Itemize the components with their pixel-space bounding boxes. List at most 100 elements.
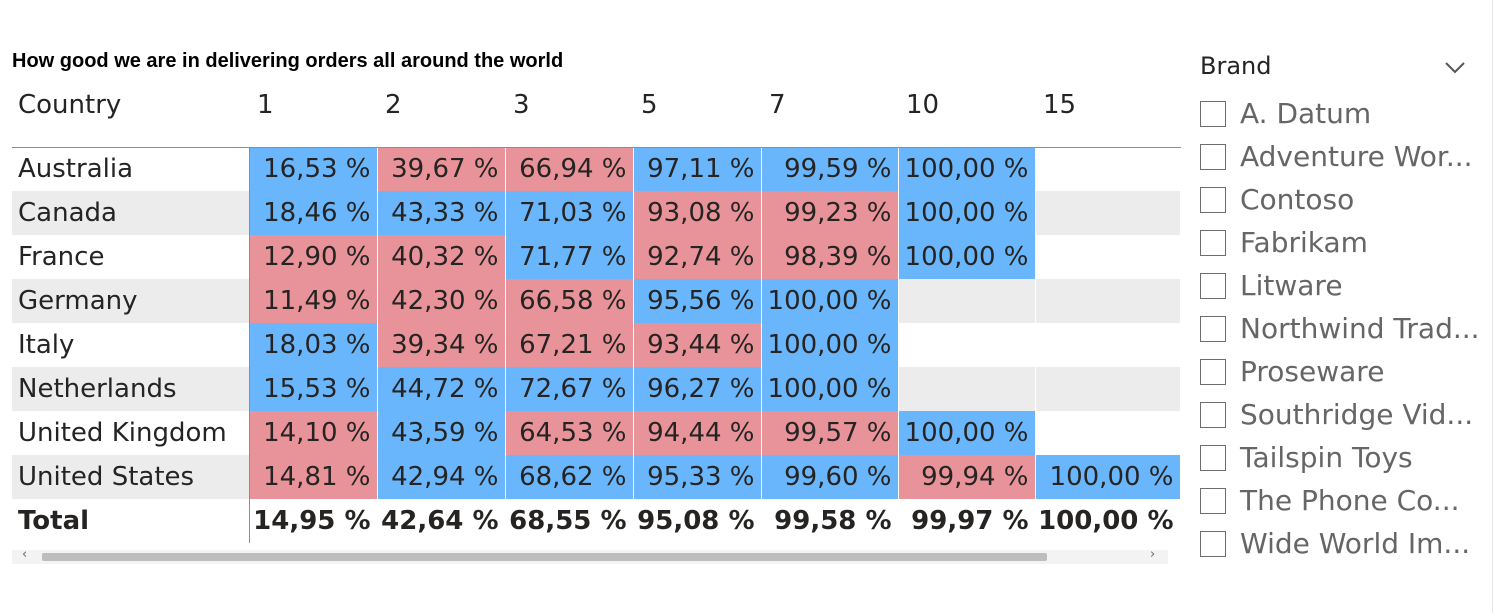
column-header[interactable]: 7 <box>761 84 898 148</box>
table-row: France 12,90 % 40,32 % 71,77 % 92,74 % 98,39 … <box>12 235 1181 279</box>
total-cell: 99,58 % <box>761 499 899 543</box>
total-cell: 100,00 % <box>1035 499 1181 543</box>
table-cell: 66,94 % <box>505 147 634 191</box>
slicer-item[interactable]: Adventure Wor... <box>1200 135 1480 178</box>
slicer-item-label: Adventure Wor... <box>1240 140 1473 173</box>
table-cell: 39,34 % <box>377 323 506 367</box>
table-cell: 100,00 % <box>898 147 1036 191</box>
slicer-item[interactable]: Contoso <box>1200 178 1480 221</box>
row-label-country: United Kingdom <box>12 411 250 455</box>
scroll-left-icon[interactable]: ‹ <box>22 547 28 562</box>
column-header[interactable]: 5 <box>633 84 761 148</box>
row-label-country: Australia <box>12 147 250 191</box>
checkbox[interactable] <box>1200 358 1226 385</box>
checkbox[interactable] <box>1200 186 1226 213</box>
table-row: Netherlands 15,53 % 44,72 % 72,67 % 96,27 % 1… <box>12 367 1181 411</box>
table-cell: 71,77 % <box>505 235 634 279</box>
table-cell: 40,32 % <box>377 235 506 279</box>
table-cell: 94,44 % <box>633 411 762 455</box>
table-cell: 43,59 % <box>377 411 506 455</box>
checkbox[interactable] <box>1200 100 1226 127</box>
slicer-item[interactable]: Northwind Trad... <box>1200 307 1480 350</box>
row-label-country: Canada <box>12 191 250 235</box>
table-cell: 66,58 % <box>505 279 634 323</box>
chevron-down-icon[interactable] <box>1444 56 1466 78</box>
slicer-item[interactable]: Fabrikam <box>1200 221 1480 264</box>
table-cell: 96,27 % <box>633 367 762 411</box>
slicer-item[interactable]: Litware <box>1200 264 1480 307</box>
row-header-country[interactable]: Country <box>12 84 249 148</box>
column-header[interactable]: 15 <box>1035 84 1180 148</box>
checkbox[interactable] <box>1200 272 1226 299</box>
column-header[interactable]: 1 <box>249 84 377 148</box>
slicer-title: Brand <box>1200 52 1272 80</box>
slicer-item[interactable]: Wide World Im... <box>1200 522 1480 565</box>
row-label-country: France <box>12 235 250 279</box>
total-row: Total 14,95 % 42,64 % 68,55 % 95,08 % 99,58 %… <box>12 499 1181 543</box>
slicer-item-label: The Phone Co... <box>1240 484 1460 517</box>
table-row: Canada 18,46 % 43,33 % 71,03 % 93,08 % 99,23 … <box>12 191 1181 235</box>
table-cell: 99,57 % <box>761 411 899 455</box>
table-cell: 100,00 % <box>761 323 899 367</box>
table-cell: 93,44 % <box>633 323 762 367</box>
checkbox[interactable] <box>1200 444 1226 471</box>
matrix-body: Australia 16,53 % 39,67 % 66,94 % 97,11 % 99,… <box>12 147 1181 543</box>
table-cell: 95,56 % <box>633 279 762 323</box>
horizontal-scrollbar[interactable]: ‹ › <box>12 547 1168 564</box>
table-cell: 100,00 % <box>761 367 899 411</box>
scrollbar-thumb[interactable] <box>42 553 1047 561</box>
table-cell: 99,23 % <box>761 191 899 235</box>
checkbox[interactable] <box>1200 401 1226 428</box>
table-cell: 100,00 % <box>898 235 1036 279</box>
table-cell: 44,72 % <box>377 367 506 411</box>
table-row: Italy 18,03 % 39,34 % 67,21 % 93,44 % 100,00 … <box>12 323 1181 367</box>
table-cell: 100,00 % <box>1035 455 1181 499</box>
table-row: United Kingdom 14,10 % 43,59 % 64,53 % 94,44… <box>12 411 1181 455</box>
slicer-item-label: Northwind Trad... <box>1240 312 1480 345</box>
delivery-matrix: Country 1 2 3 5 7 10 15 Australia 16,53 % 39,67 … <box>12 84 1181 543</box>
table-cell: 11,49 % <box>249 279 378 323</box>
slicer-item[interactable]: Southridge Vid... <box>1200 393 1480 436</box>
slicer-item[interactable]: Proseware <box>1200 350 1480 393</box>
table-cell: 71,03 % <box>505 191 634 235</box>
table-cell: 97,11 % <box>633 147 762 191</box>
checkbox[interactable] <box>1200 315 1226 342</box>
slicer-item-label: Fabrikam <box>1240 226 1368 259</box>
checkbox[interactable] <box>1200 229 1226 256</box>
scroll-right-icon[interactable]: › <box>1150 547 1156 562</box>
row-label-country: Germany <box>12 279 250 323</box>
table-cell: 72,67 % <box>505 367 634 411</box>
table-cell-empty <box>1035 411 1181 455</box>
table-cell-empty <box>898 323 1036 367</box>
slicer-item-label: Proseware <box>1240 355 1385 388</box>
column-header[interactable]: 2 <box>377 84 505 148</box>
column-header[interactable]: 10 <box>898 84 1035 148</box>
checkbox[interactable] <box>1200 143 1226 170</box>
table-cell-empty <box>1035 147 1181 191</box>
table-row: United States 14,81 % 42,94 % 68,62 % 95,33 … <box>12 455 1181 499</box>
table-cell: 18,03 % <box>249 323 378 367</box>
slicer-item[interactable]: The Phone Co... <box>1200 479 1480 522</box>
table-cell: 15,53 % <box>249 367 378 411</box>
slicer-item[interactable]: Tailspin Toys <box>1200 436 1480 479</box>
slicer-header[interactable]: Brand <box>1200 52 1480 86</box>
matrix-title: How good we are in delivering orders all… <box>12 50 564 72</box>
table-cell-empty <box>1035 279 1181 323</box>
table-row: Germany 11,49 % 42,30 % 66,58 % 95,56 % 100,0… <box>12 279 1181 323</box>
slicer-item[interactable]: A. Datum <box>1200 92 1480 135</box>
table-cell-empty <box>1035 191 1181 235</box>
table-cell: 98,39 % <box>761 235 899 279</box>
checkbox[interactable] <box>1200 530 1226 557</box>
slicer-item-label: Southridge Vid... <box>1240 398 1474 431</box>
table-cell: 67,21 % <box>505 323 634 367</box>
table-cell: 100,00 % <box>898 191 1036 235</box>
column-header[interactable]: 3 <box>505 84 633 148</box>
checkbox[interactable] <box>1200 487 1226 514</box>
table-cell: 43,33 % <box>377 191 506 235</box>
table-cell: 99,59 % <box>761 147 899 191</box>
table-cell-empty <box>898 279 1036 323</box>
table-cell: 14,10 % <box>249 411 378 455</box>
matrix-header-row: Country 1 2 3 5 7 10 15 <box>12 84 1180 148</box>
table-cell: 12,90 % <box>249 235 378 279</box>
table-cell: 100,00 % <box>898 411 1036 455</box>
